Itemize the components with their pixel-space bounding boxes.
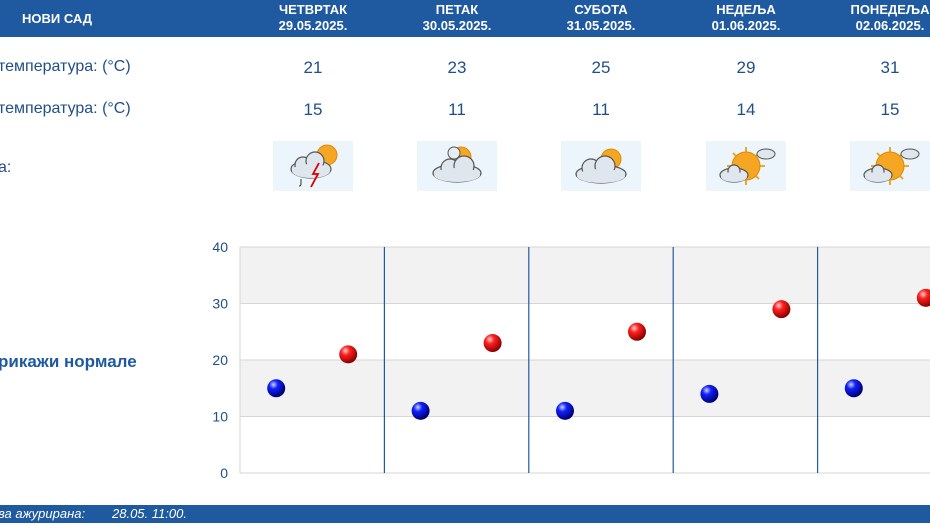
min-temp-value: 11 [592, 100, 610, 119]
day-date: 30.05.2025. [422, 18, 492, 33]
day-date: 02.06.2025. [855, 18, 925, 33]
day-header-2: ПЕТАК 30.05.2025. [397, 2, 517, 34]
updated-value: 28.05. 11:00. [112, 506, 187, 521]
y-tick-label: 20 [212, 352, 228, 368]
min-temp-point [411, 401, 430, 420]
chart-band [240, 360, 930, 417]
min-temp-label: температура: (°C) [0, 100, 131, 117]
max-temp-value: 21 [303, 58, 323, 77]
y-tick-label: 30 [212, 296, 228, 312]
min-temp-value: 15 [303, 100, 323, 119]
min-temp-value: 15 [880, 100, 900, 119]
show-normals-link[interactable]: рикажи нормале [0, 352, 137, 371]
max-temp-label: температура: (°C) [0, 58, 131, 75]
temperature-chart: 0 10 20 30 40 [212, 239, 930, 481]
max-temp-value: 29 [736, 58, 756, 77]
day-date: 01.06.2025. [711, 18, 781, 33]
day-name: ПОНЕДЕЉА [850, 2, 930, 17]
day-date: 29.05.2025. [278, 18, 348, 33]
day-header-4: НЕДЕЉА 01.06.2025. [686, 2, 806, 34]
min-temp-value: 14 [736, 100, 756, 119]
y-tick-label: 0 [220, 465, 228, 481]
min-temp-point [700, 384, 719, 403]
min-temp-point [556, 401, 574, 420]
header-bar: НОВИ САД ЧЕТВРТАК 29.05.2025. ПЕТАК 30.0… [0, 0, 930, 37]
max-temp-point [916, 288, 930, 307]
min-temp-point [267, 379, 286, 398]
max-temp-point [772, 300, 791, 319]
updated-label: ва ажурирана: [0, 506, 86, 521]
day-header-1: ЧЕТВРТАК 29.05.2025. [253, 2, 373, 34]
day-date: 31.05.2025. [566, 18, 636, 33]
mostly-sunny-icon [850, 141, 930, 191]
day-header-3: СУБОТА 31.05.2025. [541, 2, 661, 34]
day-name: НЕДЕЉА [716, 2, 776, 17]
max-temp-point [339, 345, 358, 364]
cloudy-sun-icon [561, 141, 641, 191]
partly-cloudy-icon [417, 141, 497, 191]
day-name: СУБОТА [574, 2, 628, 17]
y-tick-label: 10 [212, 409, 228, 425]
weather-label: а: [0, 159, 12, 176]
day-name: ЧЕТВРТАК [278, 2, 348, 17]
y-tick-label: 40 [212, 239, 228, 255]
min-temp-point [844, 379, 863, 398]
max-temp-value: 31 [880, 58, 900, 77]
min-temp-value: 11 [448, 100, 466, 119]
max-temp-point [628, 322, 646, 341]
mostly-sunny-icon [706, 141, 786, 191]
day-header-5: ПОНЕДЕЉА 02.06.2025. [830, 2, 930, 34]
chart-band [240, 247, 930, 304]
day-name: ПЕТАК [435, 2, 479, 17]
footer-bar: ва ажурирана: 28.05. 11:00. [0, 505, 930, 523]
max-temp-point [483, 334, 502, 353]
chart-band [240, 416, 930, 473]
city-name: НОВИ САД [22, 11, 93, 26]
max-temp-value: 25 [591, 58, 611, 77]
thunderstorm-partly-cloudy-icon [273, 141, 353, 191]
max-temp-value: 23 [447, 58, 467, 77]
